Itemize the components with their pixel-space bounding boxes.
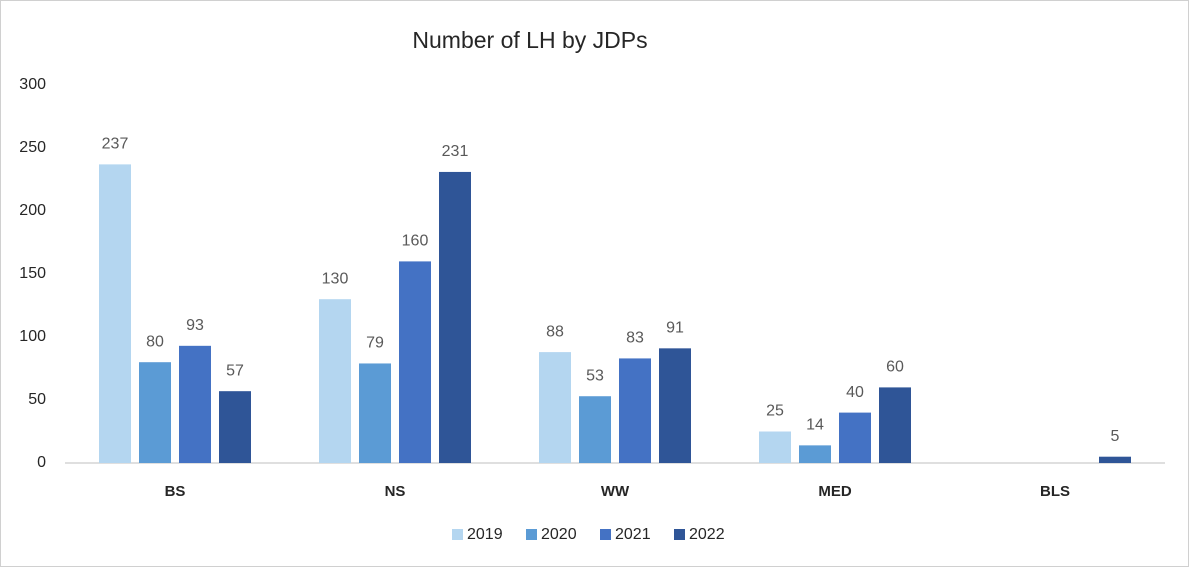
- x-tick-label: NS: [385, 483, 406, 500]
- x-tick-label: MED: [818, 483, 852, 500]
- legend-label: 2020: [541, 526, 577, 543]
- y-tick-label: 200: [19, 202, 46, 219]
- legend-swatch: [674, 529, 685, 540]
- value-label: 88: [546, 323, 564, 340]
- legend-swatch: [600, 529, 611, 540]
- value-label: 130: [322, 270, 349, 287]
- value-label: 57: [226, 362, 244, 379]
- x-tick-label: BLS: [1040, 483, 1070, 500]
- bar: [1099, 456, 1131, 463]
- y-tick-label: 100: [19, 328, 46, 345]
- bar: [799, 445, 831, 463]
- value-label: 14: [806, 417, 824, 434]
- value-label: 79: [366, 335, 384, 352]
- value-label: 5: [1111, 428, 1120, 445]
- legend-label: 2021: [615, 526, 651, 543]
- y-tick-label: 150: [19, 265, 46, 282]
- value-label: 40: [846, 384, 864, 401]
- y-tick-label: 300: [19, 76, 46, 93]
- x-tick-label: BS: [165, 483, 186, 500]
- value-label: 231: [442, 143, 469, 160]
- value-label: 60: [886, 359, 904, 376]
- value-label: 80: [146, 333, 164, 350]
- bar: [359, 363, 391, 463]
- y-tick-label: 50: [28, 391, 46, 408]
- bar: [399, 261, 431, 463]
- legend-swatch: [526, 529, 537, 540]
- bar: [539, 352, 571, 463]
- bar: [139, 362, 171, 463]
- bar: [99, 164, 131, 463]
- legend-label: 2022: [689, 526, 725, 543]
- value-label: 160: [402, 233, 429, 250]
- bar: [439, 171, 471, 463]
- legend-swatch: [452, 529, 463, 540]
- x-tick-label: WW: [601, 483, 630, 500]
- bar: [759, 431, 791, 463]
- bar: [879, 387, 911, 463]
- value-label: 237: [102, 136, 129, 153]
- chart-title: Number of LH by JDPs: [412, 27, 647, 53]
- bar: [659, 348, 691, 463]
- y-tick-label: 250: [19, 139, 46, 156]
- bar: [179, 345, 211, 463]
- value-label: 25: [766, 403, 784, 420]
- legend-label: 2019: [467, 526, 503, 543]
- value-label: 93: [186, 317, 204, 334]
- bar: [839, 412, 871, 463]
- value-label: 53: [586, 367, 604, 384]
- y-tick-label: 0: [37, 454, 46, 471]
- value-label: 91: [666, 320, 684, 337]
- bar: [219, 391, 251, 463]
- bar: [319, 299, 351, 463]
- bar: [579, 396, 611, 463]
- bar: [619, 358, 651, 463]
- value-label: 83: [626, 330, 644, 347]
